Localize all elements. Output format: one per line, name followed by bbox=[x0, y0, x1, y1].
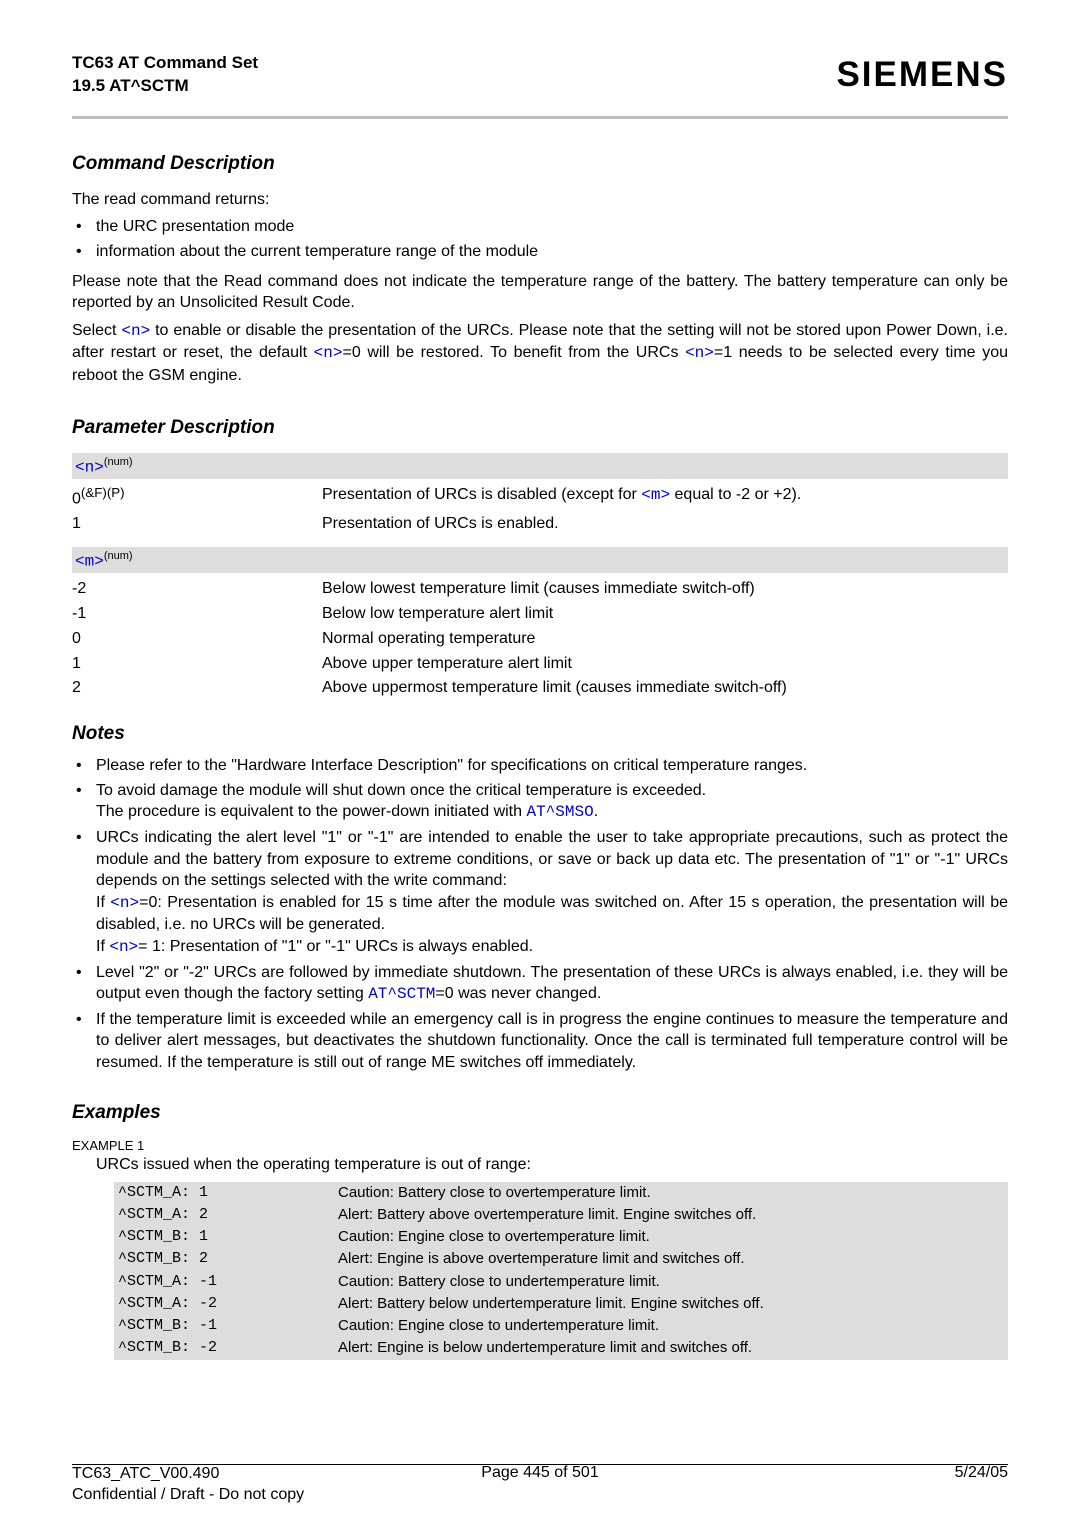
note-item: Level "2" or "-2" URCs are followed by i… bbox=[72, 962, 1008, 1006]
header-divider bbox=[72, 116, 1008, 119]
table-row: 0Normal operating temperature bbox=[72, 627, 1008, 652]
notes-heading: Notes bbox=[72, 723, 1008, 745]
table-row: 0(&F)(P) Presentation of URCs is disable… bbox=[72, 483, 1008, 512]
cmd-para: Select <n> to enable or disable the pres… bbox=[72, 320, 1008, 387]
example-code: ^SCTM_A: -1 bbox=[114, 1271, 334, 1293]
example-label: EXAMPLE 1 bbox=[72, 1138, 1008, 1153]
table-row: -2Below lowest temperature limit (causes… bbox=[72, 577, 1008, 602]
example-code: ^SCTM_A: -2 bbox=[114, 1293, 334, 1315]
example-subtitle: URCs issued when the operating temperatu… bbox=[72, 1156, 1008, 1174]
example-code: ^SCTM_B: -2 bbox=[114, 1337, 334, 1359]
example-desc: Caution: Battery close to undertemperatu… bbox=[334, 1271, 1008, 1293]
example-desc: Alert: Battery above overtemperature lim… bbox=[334, 1204, 1008, 1226]
footer-doc-id: TC63_ATC_V00.490 bbox=[72, 1464, 481, 1485]
example-code: ^SCTM_B: 1 bbox=[114, 1226, 334, 1248]
note-item: If the temperature limit is exceeded whi… bbox=[72, 1009, 1008, 1074]
note-item: To avoid damage the module will shut dow… bbox=[72, 780, 1008, 824]
cmd-para: Please note that the Read command does n… bbox=[72, 271, 1008, 314]
code-ref: AT^SMSO bbox=[526, 803, 593, 821]
footer-confidential: Confidential / Draft - Do not copy bbox=[72, 1485, 481, 1506]
cmd-bullet: information about the current temperatur… bbox=[72, 241, 1008, 263]
example-desc: Caution: Engine close to overtemperature… bbox=[334, 1226, 1008, 1248]
example-code: ^SCTM_B: 2 bbox=[114, 1248, 334, 1270]
example-code: ^SCTM_B: -1 bbox=[114, 1315, 334, 1337]
parameter-description-heading: Parameter Description bbox=[72, 417, 1008, 439]
param-n-table: 0(&F)(P) Presentation of URCs is disable… bbox=[72, 483, 1008, 537]
param-m-table: -2Below lowest temperature limit (causes… bbox=[72, 577, 1008, 701]
cmd-bullet: the URC presentation mode bbox=[72, 216, 1008, 238]
table-row: 1 Presentation of URCs is enabled. bbox=[72, 512, 1008, 537]
table-row: -1Below low temperature alert limit bbox=[72, 602, 1008, 627]
footer-date: 5/24/05 bbox=[599, 1464, 1008, 1482]
footer-page: Page 445 of 501 bbox=[481, 1464, 598, 1482]
command-description-heading: Command Description bbox=[72, 153, 1008, 175]
example-desc: Alert: Engine is below undertemperature … bbox=[334, 1337, 1008, 1359]
doc-section: 19.5 AT^SCTM bbox=[72, 75, 258, 98]
param-ref: <n> bbox=[314, 344, 343, 362]
param-ref: <n> bbox=[685, 344, 714, 362]
cmd-intro: The read command returns: bbox=[72, 189, 1008, 211]
example-desc: Alert: Battery below undertemperature li… bbox=[334, 1293, 1008, 1315]
code-ref: AT^SCTM bbox=[368, 985, 435, 1003]
brand-logo: SIEMENS bbox=[836, 52, 1008, 95]
table-row: 1Above upper temperature alert limit bbox=[72, 652, 1008, 677]
note-item: URCs indicating the alert level "1" or "… bbox=[72, 827, 1008, 959]
example-desc: Alert: Engine is above overtemperature l… bbox=[334, 1248, 1008, 1270]
param-n-header: <n>(num) bbox=[72, 453, 1008, 479]
note-item: Please refer to the "Hardware Interface … bbox=[72, 755, 1008, 777]
example-desc: Caution: Engine close to undertemperatur… bbox=[334, 1315, 1008, 1337]
example-table: ^SCTM_A: 1Caution: Battery close to over… bbox=[72, 1182, 1008, 1360]
doc-title: TC63 AT Command Set bbox=[72, 52, 258, 75]
example-code: ^SCTM_A: 2 bbox=[114, 1204, 334, 1226]
table-row: 2Above uppermost temperature limit (caus… bbox=[72, 676, 1008, 701]
examples-heading: Examples bbox=[72, 1102, 1008, 1124]
example-desc: Caution: Battery close to overtemperatur… bbox=[334, 1182, 1008, 1204]
example-code: ^SCTM_A: 1 bbox=[114, 1182, 334, 1204]
param-ref: <n> bbox=[121, 322, 150, 340]
param-m-header: <m>(num) bbox=[72, 547, 1008, 573]
